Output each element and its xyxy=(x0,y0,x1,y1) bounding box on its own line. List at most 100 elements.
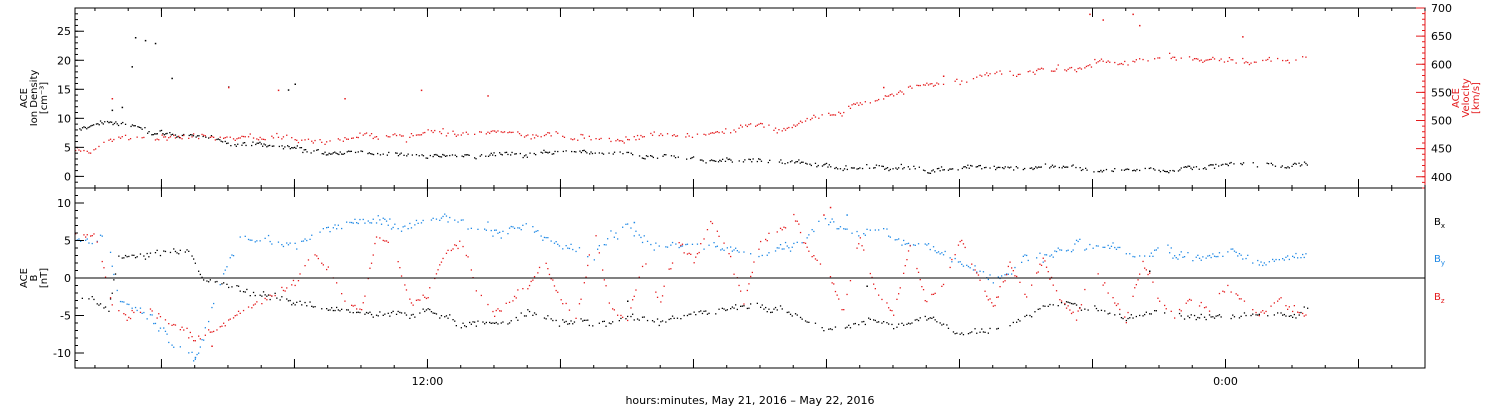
by-point xyxy=(442,215,444,218)
bz-point xyxy=(942,283,945,286)
bz-point xyxy=(922,289,925,291)
density-point xyxy=(1158,169,1160,171)
bx-point xyxy=(1183,318,1186,320)
density-point xyxy=(1133,169,1135,171)
by-point xyxy=(537,230,539,232)
bz-point xyxy=(417,299,419,301)
by-point xyxy=(211,306,213,309)
density-point xyxy=(134,37,137,39)
by-point xyxy=(357,222,359,225)
bz-point xyxy=(513,295,516,298)
bz-point xyxy=(545,262,547,264)
density-point xyxy=(433,154,436,156)
density-point xyxy=(1287,166,1289,168)
top-panel-frame xyxy=(74,7,1426,189)
bz-point xyxy=(738,284,740,287)
velocity-point xyxy=(834,114,837,116)
bx-point xyxy=(495,321,497,324)
bz-point xyxy=(321,262,323,264)
bx-point xyxy=(740,305,742,307)
by-point xyxy=(1132,255,1134,258)
bx-point xyxy=(128,255,130,258)
bx-point xyxy=(848,324,850,326)
bz-point xyxy=(808,250,810,252)
by-point xyxy=(883,228,885,230)
by-point xyxy=(326,227,328,229)
bz-point xyxy=(605,285,607,287)
velocity-point xyxy=(934,84,936,86)
bz-point xyxy=(816,259,818,261)
by-point xyxy=(1134,256,1136,258)
bx-point xyxy=(821,327,823,329)
density-point xyxy=(205,136,207,138)
by-point xyxy=(1245,257,1247,260)
bz-point xyxy=(1139,273,1141,275)
velocity-point xyxy=(203,134,205,136)
density-point xyxy=(726,157,728,159)
bx-point xyxy=(883,321,885,323)
density-point xyxy=(744,159,746,161)
velocity-point xyxy=(502,131,504,134)
by-point xyxy=(397,228,399,230)
density-point xyxy=(1054,165,1056,167)
velocity-point xyxy=(530,138,532,140)
bx-point xyxy=(545,318,547,320)
by-point xyxy=(974,265,976,267)
bz-point xyxy=(909,245,911,247)
bz-point xyxy=(1270,305,1272,307)
velocity-point xyxy=(620,140,622,142)
bz-point xyxy=(660,301,662,303)
bx-point xyxy=(93,298,95,301)
bx-point xyxy=(334,309,336,312)
bz-point xyxy=(85,236,87,238)
bz-point xyxy=(633,295,635,297)
bx-point xyxy=(98,304,100,306)
bx-point xyxy=(1154,310,1156,312)
velocity-point xyxy=(1270,60,1272,62)
by-point xyxy=(1095,245,1098,247)
bz-point xyxy=(189,331,191,334)
bz-point xyxy=(528,284,531,287)
density-point xyxy=(331,153,333,155)
density-point xyxy=(1204,167,1206,169)
density-point xyxy=(111,121,113,123)
by-point xyxy=(384,218,386,220)
density-point xyxy=(547,152,549,154)
density-point xyxy=(608,152,610,154)
bx-point xyxy=(425,309,428,311)
velocity-point xyxy=(741,126,743,128)
velocity-point xyxy=(750,123,752,125)
by-point xyxy=(1004,274,1006,276)
velocity-point xyxy=(768,124,770,126)
velocity-point xyxy=(1102,60,1104,62)
by-point xyxy=(188,352,190,354)
velocity-point xyxy=(640,134,642,137)
density-point xyxy=(485,155,487,157)
bz-point xyxy=(118,310,120,312)
bx-point xyxy=(236,285,238,287)
by-point xyxy=(635,230,637,232)
density-point xyxy=(361,150,364,153)
density-point xyxy=(462,156,465,158)
bz-point xyxy=(661,295,664,297)
velocity-point xyxy=(1039,68,1041,70)
density-point xyxy=(1103,169,1105,172)
bx-point xyxy=(349,311,351,313)
bx-point xyxy=(452,319,454,321)
bx-point xyxy=(858,324,860,326)
bz-point xyxy=(1135,284,1137,286)
by-point xyxy=(349,221,351,224)
bx-point xyxy=(1026,314,1028,316)
bz-point xyxy=(783,226,785,228)
bz-point xyxy=(1134,287,1136,289)
bz-point xyxy=(1006,274,1008,276)
bz-point xyxy=(1227,284,1229,287)
by-point xyxy=(387,224,389,226)
velocity-point xyxy=(590,139,592,141)
bx-point xyxy=(214,281,216,283)
density-point xyxy=(514,153,516,155)
density-point xyxy=(868,167,871,169)
density-point xyxy=(494,155,497,157)
bz-point xyxy=(1069,309,1071,311)
density-point xyxy=(300,147,303,149)
